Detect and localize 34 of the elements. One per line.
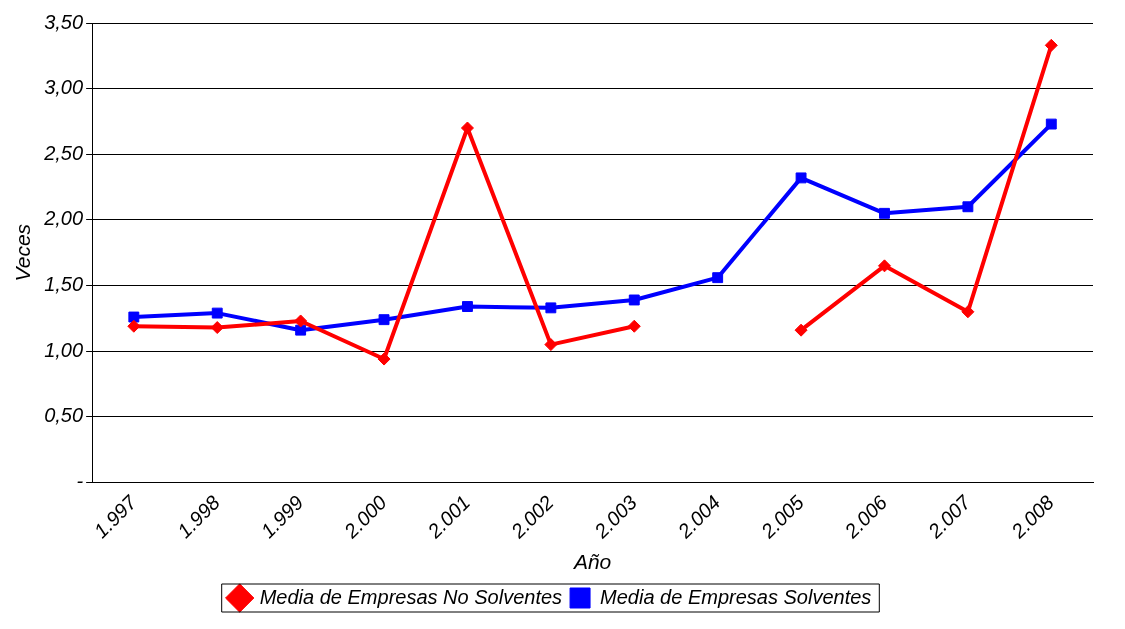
point: [962, 201, 974, 213]
y-tick-label: -: [76, 470, 84, 492]
y-tick-label: 1,50: [44, 273, 84, 296]
point: [627, 319, 641, 333]
point: [879, 207, 890, 219]
point: [294, 314, 308, 328]
point: [628, 294, 640, 306]
point: [127, 319, 141, 333]
point: [211, 307, 223, 319]
point: [378, 314, 390, 326]
x-axis-title: Año: [571, 550, 612, 574]
point: [795, 172, 807, 184]
y-tick-label: 2,50: [43, 141, 84, 164]
y-axis-title: Veces: [11, 223, 35, 282]
point: [794, 323, 808, 337]
y-tick-label: 3,00: [44, 76, 84, 99]
point: [961, 305, 975, 319]
point: [377, 352, 391, 366]
point: [1044, 38, 1058, 52]
point: [877, 259, 891, 273]
y-tick-label: 0,50: [44, 404, 84, 427]
point: [210, 321, 224, 335]
point: [295, 324, 307, 336]
point: [1045, 118, 1057, 130]
y-tick-label: 1,00: [44, 338, 84, 361]
legend-label: Media de Empresas No Solventes: [259, 585, 563, 608]
legend-label: Media de Empresas Solventes: [600, 585, 872, 608]
point: [545, 302, 557, 314]
y-tick-label: 3,50: [44, 10, 84, 33]
point: [128, 311, 140, 323]
y-tick-label: 2,00: [43, 207, 84, 230]
point: [462, 301, 473, 312]
point: [712, 272, 724, 284]
point: [544, 338, 558, 352]
